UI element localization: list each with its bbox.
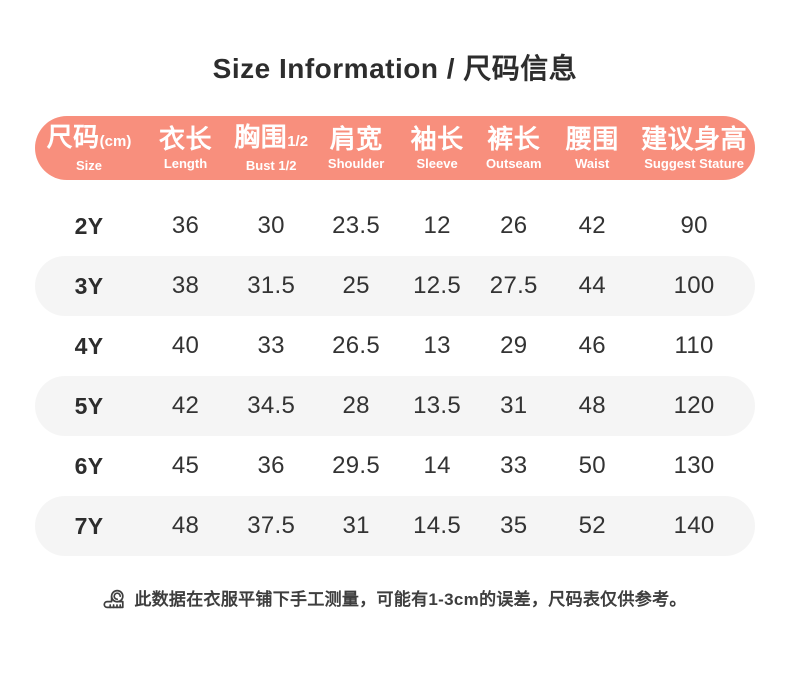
value-cell: 42 xyxy=(171,392,200,419)
value-cell: 44 xyxy=(578,272,606,299)
value-cell: 30 xyxy=(257,212,285,239)
value-cell: 52 xyxy=(578,512,606,539)
size-cell: 3Y xyxy=(74,272,104,299)
value-cell: 25 xyxy=(342,272,370,299)
value-cell: 130 xyxy=(673,452,715,479)
value-cell: 23.5 xyxy=(332,212,381,239)
measure-note: 此数据在衣服平铺下手工测量，可能有1-3cm的误差，尺码表仅供参考。 xyxy=(0,585,790,610)
table-row-2y: 2Y 36 30 23.5 12 26 42 90 xyxy=(35,196,755,256)
header-label-en: Size xyxy=(75,157,102,173)
value-cell: 13 xyxy=(423,332,451,359)
header-label-suffix: (cm) xyxy=(99,132,132,150)
header-label-cn: 腰围 xyxy=(565,123,619,154)
value-cell: 45 xyxy=(171,452,200,479)
header-label-cn: 尺码(cm) xyxy=(46,121,132,152)
header-cell-shoulder: 肩宽 Shoulder xyxy=(314,123,398,171)
header-label-en: Waist xyxy=(575,155,610,171)
size-cell: 7Y xyxy=(74,512,104,539)
value-cell: 50 xyxy=(578,452,606,479)
size-cell: 4Y xyxy=(74,332,104,359)
header-label-en: Bust 1/2 xyxy=(245,157,297,173)
header-cell-length: 衣长 Length xyxy=(143,123,228,171)
header-label-en: Suggest Stature xyxy=(644,155,744,171)
header-cell-suggest-stature: 建议身高 Suggest Stature xyxy=(633,123,755,171)
value-cell: 42 xyxy=(578,212,606,239)
value-cell: 36 xyxy=(257,452,285,479)
value-cell: 28 xyxy=(342,392,370,419)
value-cell: 27.5 xyxy=(489,272,538,299)
size-cell: 2Y xyxy=(74,212,104,239)
value-cell: 26.5 xyxy=(332,332,381,359)
header-cell-sleeve: 袖长 Sleeve xyxy=(398,123,476,171)
header-label-cn: 衣长 xyxy=(158,123,212,154)
value-cell: 12.5 xyxy=(413,272,462,299)
header-label-cn: 肩宽 xyxy=(329,123,383,154)
header-label-cn: 袖长 xyxy=(410,123,464,154)
value-cell: 36 xyxy=(171,212,200,239)
value-cell: 33 xyxy=(500,452,528,479)
header-cell-size: 尺码(cm) Size xyxy=(35,121,143,173)
size-table: 尺码(cm) Size 衣长 Length 胸围1/2 Bust 1/2 肩宽 Shoulde… xyxy=(35,116,755,556)
value-cell: 13.5 xyxy=(413,392,462,419)
value-cell: 31 xyxy=(342,512,370,539)
value-cell: 48 xyxy=(171,512,200,539)
table-row-6y: 6Y 45 36 29.5 14 33 50 130 xyxy=(35,436,755,496)
value-cell: 12 xyxy=(423,212,451,239)
header-label-suffix: 1/2 xyxy=(287,132,309,150)
value-cell: 110 xyxy=(674,332,714,359)
header-label-en: Length xyxy=(163,155,208,171)
header-cell-outseam: 裤长 Outseam xyxy=(476,123,551,171)
value-cell: 29 xyxy=(500,332,528,359)
value-cell: 46 xyxy=(578,332,606,359)
header-label-cn: 胸围1/2 xyxy=(234,121,309,152)
table-row-5y: 5Y 42 34.5 28 13.5 31 48 120 xyxy=(35,376,755,436)
value-cell: 100 xyxy=(673,272,715,299)
value-cell: 29.5 xyxy=(332,452,381,479)
header-label-cn: 建议身高 xyxy=(641,123,748,154)
page-title: Size Information / 尺码信息 xyxy=(212,53,578,84)
value-cell: 48 xyxy=(578,392,606,419)
header-label-en: Shoulder xyxy=(327,155,385,171)
header-cell-waist: 腰围 Waist xyxy=(551,123,633,171)
table-row-3y: 3Y 38 31.5 25 12.5 27.5 44 100 xyxy=(35,256,755,316)
size-cell: 5Y xyxy=(74,392,104,419)
header-cell-bust-1-2: 胸围1/2 Bust 1/2 xyxy=(228,121,314,173)
value-cell: 34.5 xyxy=(247,392,296,419)
value-cell: 90 xyxy=(680,212,708,239)
value-cell: 120 xyxy=(673,392,715,419)
value-cell: 26 xyxy=(500,212,528,239)
header-label-cn: 裤长 xyxy=(487,123,541,154)
value-cell: 37.5 xyxy=(247,512,296,539)
size-table-header: 尺码(cm) Size 衣长 Length 胸围1/2 Bust 1/2 肩宽 Shoulde… xyxy=(35,116,755,180)
table-row-4y: 4Y 40 33 26.5 13 29 46 110 xyxy=(35,316,755,376)
size-table-body: 2Y 36 30 23.5 12 26 42 90 3Y 38 31.5 25 12.5 27.5 44 10… xyxy=(35,196,755,556)
value-cell: 38 xyxy=(171,272,200,299)
value-cell: 14 xyxy=(423,452,451,479)
value-cell: 31.5 xyxy=(247,272,296,299)
value-cell: 31 xyxy=(500,392,528,419)
header-label-en: Outseam xyxy=(485,155,542,171)
measure-note-text: 此数据在衣服平铺下手工测量，可能有1-3cm的误差，尺码表仅供参考。 xyxy=(134,590,687,609)
header-label-en: Sleeve xyxy=(416,155,458,171)
value-cell: 40 xyxy=(171,332,200,359)
value-cell: 140 xyxy=(673,512,715,539)
value-cell: 35 xyxy=(500,512,528,539)
table-row-7y: 7Y 48 37.5 31 14.5 35 52 140 xyxy=(35,496,755,556)
value-cell: 33 xyxy=(257,332,285,359)
measuring-tape-icon xyxy=(103,588,127,610)
size-cell: 6Y xyxy=(74,452,104,479)
value-cell: 14.5 xyxy=(413,512,462,539)
